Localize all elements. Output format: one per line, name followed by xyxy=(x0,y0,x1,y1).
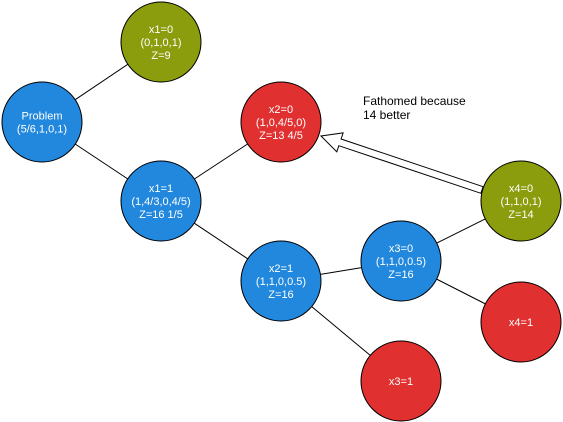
node-circle xyxy=(360,340,442,422)
node-label-line: Problem xyxy=(22,111,63,123)
node-label-line: x3=0 xyxy=(389,243,413,255)
node-x3-0: x3=0(1,1,0,0.5)Z=16 xyxy=(360,220,442,302)
node-circle xyxy=(360,220,442,302)
node-circle xyxy=(480,281,562,363)
node-label-line: (1,4/3,0,4/5) xyxy=(131,196,190,208)
node-problem: Problem(5/6,1,0,1) xyxy=(1,81,83,163)
node-label-line: (1,1,0,0.5) xyxy=(256,276,306,288)
edge-x3-0-to-x4-1 xyxy=(436,278,486,305)
node-label-line: (0,1,0,1) xyxy=(141,37,182,49)
fathomed-arrow xyxy=(319,132,484,194)
node-circle xyxy=(1,81,83,163)
fathomed-note-line: Fathomed because xyxy=(363,94,466,108)
node-x4-1: x4=1 xyxy=(480,281,562,363)
node-circle xyxy=(240,240,322,322)
edge-problem-to-x1-0 xyxy=(74,63,129,101)
node-label-line: x4=1 xyxy=(509,317,533,329)
node-label-line: Z=13 4/5 xyxy=(259,130,303,142)
node-circle xyxy=(120,1,202,83)
edge-x1-1-to-x2-0 xyxy=(194,143,248,180)
edge-x2-1-to-x3-0 xyxy=(320,267,362,275)
node-x1-1: x1=1(1,4/3,0,4/5)Z=16 1/5 xyxy=(120,160,202,242)
node-circle xyxy=(120,160,202,242)
node-label-line: x1=0 xyxy=(149,24,173,36)
fathomed-note-line: 14 better xyxy=(363,108,410,122)
node-circle xyxy=(240,81,322,163)
edge-x3-0-to-x4-0 xyxy=(436,218,486,244)
edge-x1-1-to-x2-1 xyxy=(194,222,248,260)
node-label-line: Z=16 xyxy=(268,289,293,301)
node-label-line: x1=1 xyxy=(149,183,173,195)
node-x1-0: x1=0(0,1,0,1)Z=9 xyxy=(120,1,202,83)
node-label-line: (1,1,0,0.5) xyxy=(376,256,426,268)
node-label-line: x3=1 xyxy=(389,376,413,388)
edge-x2-1-to-x3-1 xyxy=(311,306,371,356)
node-label-line: x2=0 xyxy=(269,104,293,116)
tree-edges xyxy=(74,63,486,356)
node-label-line: x2=1 xyxy=(269,263,293,275)
node-label-line: (1,1,0,1) xyxy=(501,196,542,208)
node-x4-0: x4=0(1,1,0,1)Z=14 xyxy=(480,160,562,242)
node-label-line: Z=16 xyxy=(388,269,413,281)
node-label-line: (1,0,4/5,0) xyxy=(256,117,306,129)
node-x3-1: x3=1 xyxy=(360,340,442,422)
node-label-line: (5/6,1,0,1) xyxy=(17,124,67,136)
node-x2-0: x2=0(1,0,4/5,0)Z=13 4/5 xyxy=(240,81,322,163)
node-label-line: Z=14 xyxy=(508,209,533,221)
node-x2-1: x2=1(1,1,0,0.5)Z=16 xyxy=(240,240,322,322)
node-circle xyxy=(480,160,562,242)
edge-problem-to-x1-1 xyxy=(75,143,128,180)
fathomed-arrow-shape xyxy=(319,132,484,194)
node-label-line: Z=16 1/5 xyxy=(139,209,183,221)
node-label-line: x4=0 xyxy=(509,183,533,195)
node-label-line: Z=9 xyxy=(151,50,170,62)
